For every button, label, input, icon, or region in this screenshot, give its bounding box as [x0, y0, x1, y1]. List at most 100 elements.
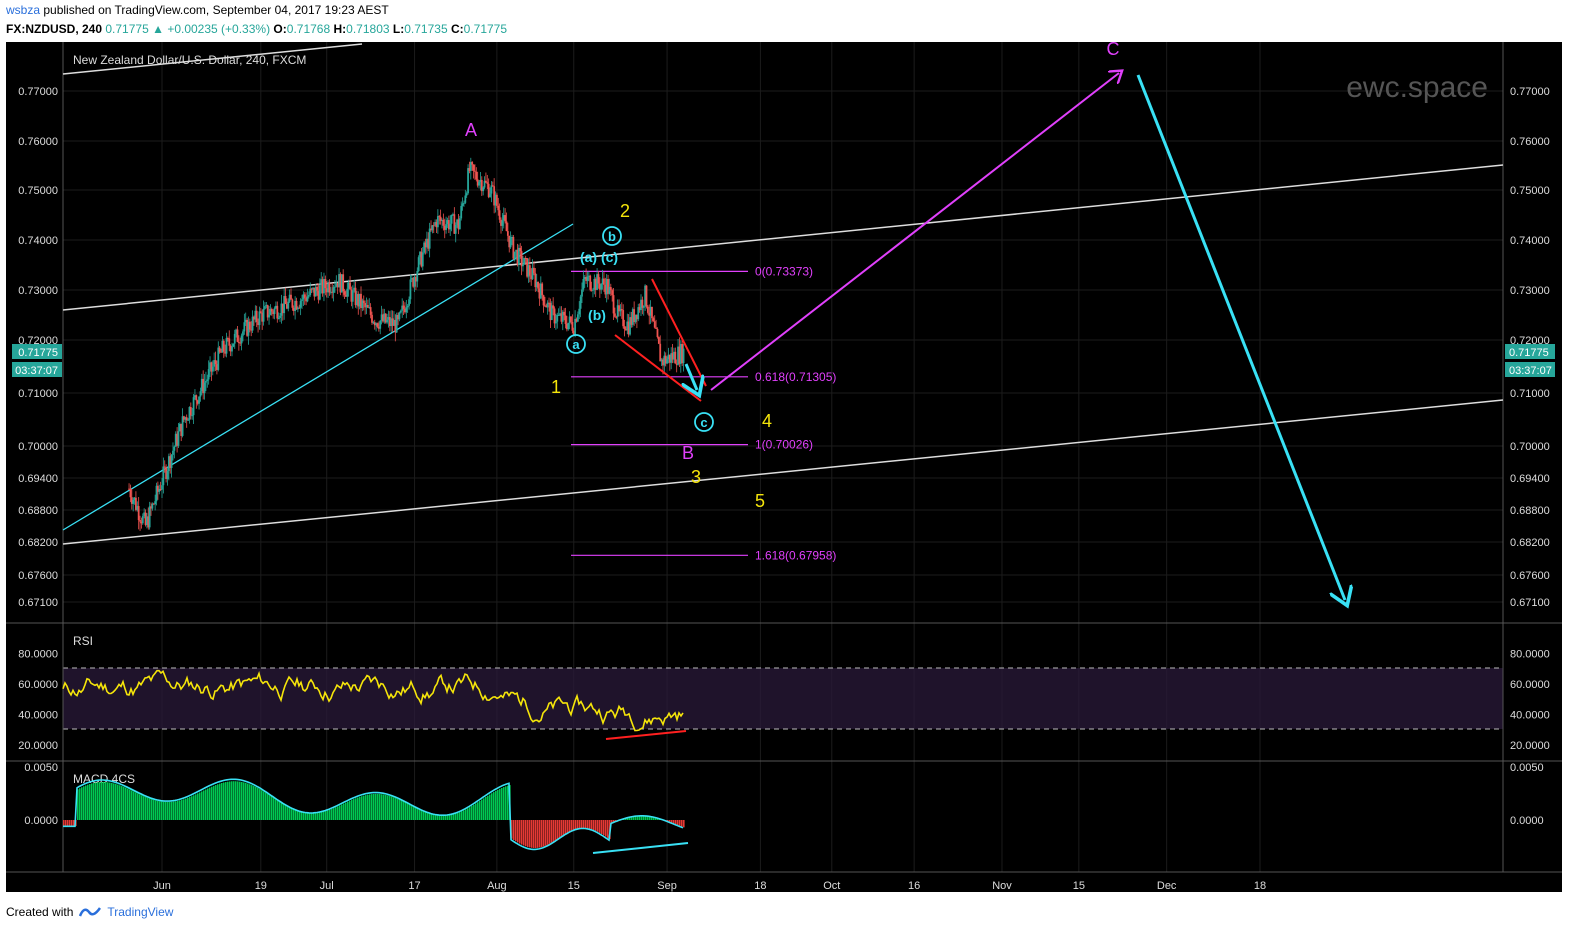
rsi-divergence-line[interactable] [605, 730, 687, 740]
publisher-user[interactable]: wsbza [6, 3, 41, 17]
macd-bar [157, 800, 159, 820]
price-tick-right: 0.75000 [1510, 185, 1550, 197]
macd-bar [237, 781, 239, 820]
candle [327, 280, 329, 298]
macd-bar [263, 791, 265, 820]
cyan-trendline[interactable] [62, 223, 574, 531]
middle-trendline[interactable] [62, 164, 1504, 311]
candle [324, 275, 327, 296]
macd-bar [287, 806, 289, 820]
candle [318, 278, 321, 301]
candle [648, 304, 651, 325]
countdown-text-right: 03:37:07 [1509, 365, 1552, 377]
candle [500, 217, 502, 234]
candle [637, 303, 640, 322]
candle [674, 347, 677, 364]
macd-bar [311, 813, 313, 820]
macd-bar [305, 812, 307, 820]
candle [439, 209, 442, 225]
candle [623, 319, 626, 337]
time-tick: 17 [408, 880, 420, 892]
macd-bar [505, 786, 507, 820]
candle [630, 311, 633, 328]
candle [401, 298, 404, 318]
macd-bar [677, 820, 679, 826]
macd-bar [641, 816, 643, 820]
candle [183, 415, 185, 423]
macd-bar [141, 795, 143, 820]
upper-trendline[interactable] [62, 43, 363, 75]
candle [655, 319, 657, 329]
candle [449, 215, 452, 236]
macd-bar [63, 820, 65, 826]
macd-divergence-line[interactable] [592, 842, 689, 854]
candle [587, 271, 590, 282]
candle [133, 497, 136, 505]
rsi-axis: 80.0000 80.0000 60.0000 60.0000 40.0000 40.00… [18, 648, 1550, 752]
short-cyan-arrow[interactable] [686, 363, 697, 390]
candle [353, 279, 356, 293]
macd-bar [545, 820, 547, 846]
candle [553, 306, 556, 328]
macd-bar [279, 801, 281, 820]
candle [541, 282, 544, 301]
price-tick-left: 0.70000 [18, 441, 58, 453]
candle [497, 197, 500, 216]
candle [513, 251, 516, 262]
candle [468, 161, 471, 174]
candle [375, 322, 378, 332]
macd-bar [127, 788, 129, 820]
fibonacci-retracement[interactable]: 0(0.73373) 0.618(0.71305) 1(0.70026) 1.618(… [571, 264, 836, 562]
candle [649, 300, 652, 324]
macd-bar [553, 820, 555, 842]
projection-arrow-up[interactable] [710, 73, 1119, 391]
candle [491, 181, 494, 187]
open-label: O: [273, 22, 287, 36]
candle [611, 288, 614, 302]
candle [598, 277, 601, 298]
tradingview-link[interactable]: TradingView [107, 905, 174, 919]
candle [222, 339, 225, 358]
candle [666, 356, 668, 365]
candle [542, 294, 545, 313]
candle [172, 442, 174, 461]
macd-bar [303, 812, 305, 820]
macd-bar [161, 801, 163, 820]
candle [262, 300, 265, 326]
candle [276, 301, 279, 323]
candle [516, 243, 519, 267]
candle [302, 291, 305, 307]
candle [645, 285, 648, 309]
fib-level-label: 0(0.73373) [755, 264, 813, 278]
candle [568, 311, 571, 330]
candle [221, 336, 224, 353]
lower-trendline[interactable] [62, 399, 1504, 545]
macd-bar [629, 817, 631, 820]
candle [285, 298, 288, 310]
macd-bar [205, 789, 207, 820]
candle [479, 171, 482, 191]
wave-label-C: C [1107, 39, 1120, 59]
last-price: 0.71775 [105, 22, 149, 36]
macd-signal-line [63, 778, 684, 851]
macd-bar [153, 799, 155, 820]
candle [472, 164, 475, 179]
candle [279, 312, 281, 322]
candle [211, 360, 214, 376]
macd-bar [187, 797, 189, 820]
candle [354, 281, 357, 308]
high-label: H: [333, 22, 347, 36]
candle [594, 277, 597, 297]
macd-bar [355, 798, 357, 820]
macd-bar [471, 805, 473, 820]
rsi-tick-left: 20.0000 [18, 740, 58, 752]
macd-bar [99, 782, 101, 820]
candle [620, 302, 623, 319]
candle [189, 402, 192, 420]
wedge-upper-line[interactable] [651, 278, 707, 387]
candle [416, 267, 419, 288]
projection-arrow-down[interactable] [1136, 74, 1345, 600]
macd-bar [177, 800, 179, 820]
macd-bar [421, 810, 423, 820]
